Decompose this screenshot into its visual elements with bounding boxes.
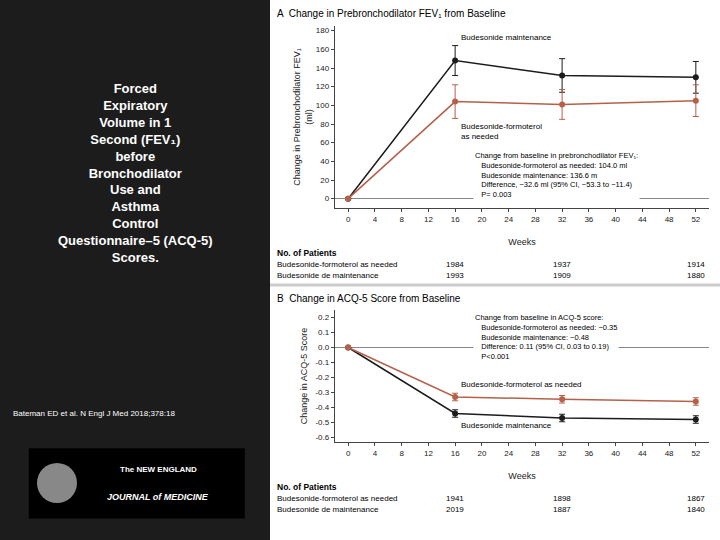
svg-text:180: 180 xyxy=(316,26,330,35)
svg-text:52: 52 xyxy=(691,449,700,458)
svg-text:16: 16 xyxy=(451,215,460,224)
svg-text:36: 36 xyxy=(584,215,593,224)
svg-text:36: 36 xyxy=(584,449,593,458)
svg-text:Change from baseline in prebro: Change from baseline in prebronchodilato… xyxy=(475,151,638,199)
svg-text:1898: 1898 xyxy=(553,494,571,503)
svg-text:40: 40 xyxy=(611,449,620,458)
svg-text:24: 24 xyxy=(504,449,513,458)
svg-text:The NEW ENGLAND: The NEW ENGLAND xyxy=(120,465,197,474)
svg-text:-0.4: -0.4 xyxy=(315,403,329,412)
svg-text:-0.1: -0.1 xyxy=(315,358,329,367)
svg-text:60: 60 xyxy=(320,138,329,147)
svg-text:4: 4 xyxy=(373,449,378,458)
svg-text:32: 32 xyxy=(558,449,567,458)
svg-text:Budesonide-formoterol as neede: Budesonide-formoterol as needed xyxy=(277,260,398,269)
svg-text:1887: 1887 xyxy=(553,505,571,514)
svg-text:Weeks: Weeks xyxy=(508,471,536,481)
svg-text:JOURNAL of MEDICINE: JOURNAL of MEDICINE xyxy=(107,492,209,502)
svg-text:100: 100 xyxy=(316,101,330,110)
svg-text:12: 12 xyxy=(424,215,433,224)
svg-text:140: 140 xyxy=(316,64,330,73)
svg-text:20: 20 xyxy=(320,176,329,185)
svg-text:-0.2: -0.2 xyxy=(315,373,329,382)
svg-text:0: 0 xyxy=(346,449,351,458)
svg-text:20: 20 xyxy=(477,449,486,458)
svg-text:24: 24 xyxy=(504,215,513,224)
svg-text:1941: 1941 xyxy=(446,494,464,503)
svg-text:Budesonide-formoterol as neede: Budesonide-formoterol as needed xyxy=(277,494,398,503)
svg-text:1880: 1880 xyxy=(687,271,705,280)
svg-text:ForcedExpiratoryVolume in 1Sec: ForcedExpiratoryVolume in 1Second (FEV₁)… xyxy=(58,81,213,265)
svg-text:A Change in Prebronchodilator: A Change in Prebronchodilator FEV₁ from … xyxy=(277,8,506,19)
svg-text:Weeks: Weeks xyxy=(508,237,536,247)
svg-text:2019: 2019 xyxy=(446,505,464,514)
svg-text:20: 20 xyxy=(477,215,486,224)
svg-text:Change in Prebronchodilator FE: Change in Prebronchodilator FEV₁(ml) xyxy=(292,48,314,186)
svg-text:28: 28 xyxy=(531,449,540,458)
svg-text:0: 0 xyxy=(325,194,330,203)
svg-text:0: 0 xyxy=(346,215,351,224)
svg-text:0.1: 0.1 xyxy=(318,328,330,337)
svg-text:No. of Patients: No. of Patients xyxy=(277,482,337,492)
svg-text:1984: 1984 xyxy=(446,260,464,269)
svg-text:40: 40 xyxy=(611,215,620,224)
svg-text:48: 48 xyxy=(665,215,674,224)
svg-text:1937: 1937 xyxy=(553,260,571,269)
svg-text:Budesonide-formoterolas needed: Budesonide-formoterolas needed xyxy=(461,122,542,141)
svg-text:52: 52 xyxy=(691,215,700,224)
svg-text:-0.5: -0.5 xyxy=(315,418,329,427)
svg-text:No. of Patients: No. of Patients xyxy=(277,248,337,258)
svg-text:Budesonide maintenance: Budesonide maintenance xyxy=(461,421,552,430)
svg-text:Budesonide-formoterol as neede: Budesonide-formoterol as needed xyxy=(461,380,582,389)
svg-text:0.2: 0.2 xyxy=(318,313,330,322)
svg-text:12: 12 xyxy=(424,449,433,458)
svg-text:8: 8 xyxy=(399,449,404,458)
svg-text:32: 32 xyxy=(558,215,567,224)
svg-text:1840: 1840 xyxy=(687,505,705,514)
svg-text:28: 28 xyxy=(531,215,540,224)
svg-text:1993: 1993 xyxy=(446,271,464,280)
svg-text:0.0: 0.0 xyxy=(318,343,330,352)
svg-text:8: 8 xyxy=(399,215,404,224)
svg-text:Budesonide de maintenance: Budesonide de maintenance xyxy=(277,505,379,514)
svg-text:Bateman ED et al. N Engl J Med: Bateman ED et al. N Engl J Med 2018;378:… xyxy=(13,409,175,418)
svg-text:1867: 1867 xyxy=(687,494,705,503)
svg-text:1909: 1909 xyxy=(553,271,571,280)
svg-text:-0.3: -0.3 xyxy=(315,388,329,397)
svg-text:48: 48 xyxy=(665,449,674,458)
svg-text:Budesonide de maintenance: Budesonide de maintenance xyxy=(277,271,379,280)
svg-text:1914: 1914 xyxy=(687,260,705,269)
svg-text:B Change in ACQ-5 Score from: B Change in ACQ-5 Score from Baseline xyxy=(277,293,461,304)
svg-text:Change in ACQ-5 Score: Change in ACQ-5 Score xyxy=(299,328,309,425)
svg-text:120: 120 xyxy=(316,82,330,91)
svg-text:Change from baseline in ACQ-5: Change from baseline in ACQ-5 score: Bud… xyxy=(475,313,617,361)
svg-text:4: 4 xyxy=(373,215,378,224)
svg-text:80: 80 xyxy=(320,120,329,129)
svg-text:40: 40 xyxy=(320,157,329,166)
svg-text:160: 160 xyxy=(316,45,330,54)
svg-text:Budesonide maintenance: Budesonide maintenance xyxy=(461,33,552,42)
svg-text:44: 44 xyxy=(638,215,647,224)
svg-text:44: 44 xyxy=(638,449,647,458)
svg-text:-0.6: -0.6 xyxy=(315,433,329,442)
svg-text:16: 16 xyxy=(451,449,460,458)
